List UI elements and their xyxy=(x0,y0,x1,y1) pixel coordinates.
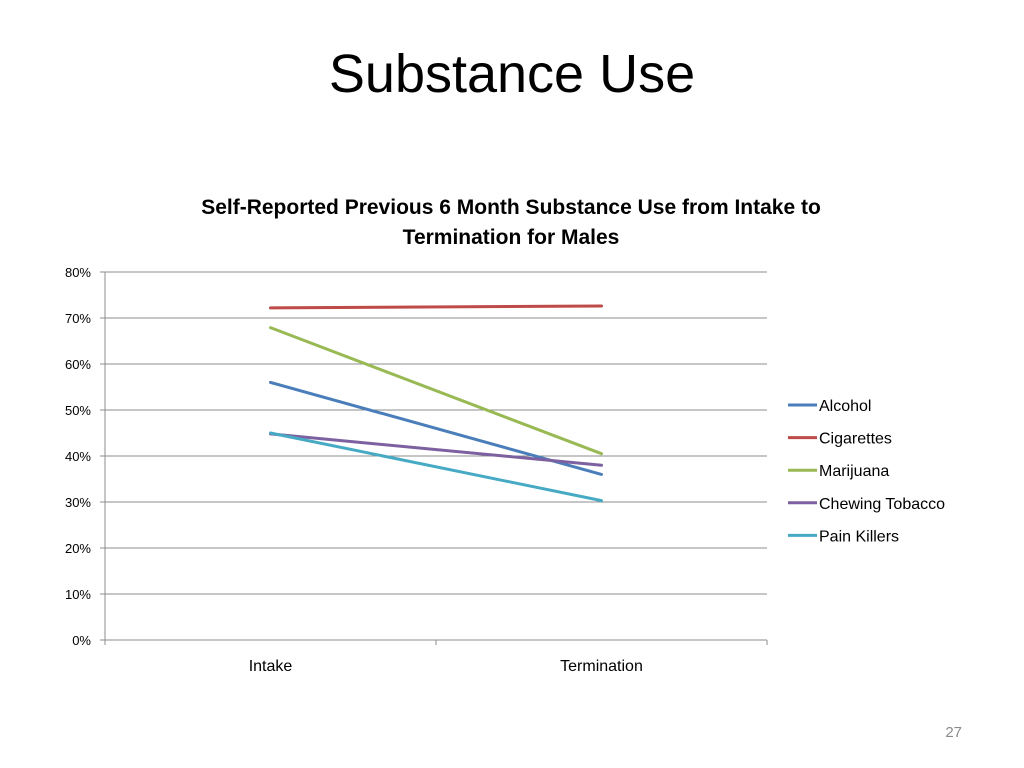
y-tick-label: 60% xyxy=(65,357,91,372)
y-tick-label: 20% xyxy=(65,541,91,556)
legend-label-chewing-tobacco: Chewing Tobacco xyxy=(819,496,945,513)
series-line-chewing-tobacco xyxy=(269,432,603,467)
page-number: 27 xyxy=(945,724,962,741)
y-tick-label: 70% xyxy=(65,311,91,326)
chart-title-line-1: Self-Reported Previous 6 Month Substance… xyxy=(201,196,821,219)
chart-title-line-2: Termination for Males xyxy=(403,226,620,249)
legend-label-alcohol: Alcohol xyxy=(819,398,871,415)
y-tick-label: 0% xyxy=(72,633,91,648)
series-line-pain-killers xyxy=(269,431,603,503)
slide-title: Substance Use xyxy=(328,44,696,104)
x-tick-label: Intake xyxy=(249,658,293,675)
legend-label-marijuana: Marijuana xyxy=(819,463,889,480)
x-tick-label: Termination xyxy=(560,658,643,675)
legend-label-pain-killers: Pain Killers xyxy=(819,528,899,545)
series-lines xyxy=(269,304,603,503)
legend-label-cigarettes: Cigarettes xyxy=(819,431,892,448)
series-line-marijuana xyxy=(269,326,603,456)
y-tick-label: 50% xyxy=(65,403,91,418)
y-axis-ticks: 0% 10% 20% 30% 40% 50% 60% 70% 80% xyxy=(65,265,91,648)
gridlines xyxy=(105,271,767,595)
legend: Alcohol Cigarettes Marijuana Chewing Tobacc… xyxy=(788,398,945,545)
axes xyxy=(100,271,768,645)
y-tick-label: 80% xyxy=(65,265,91,280)
y-tick-label: 10% xyxy=(65,587,91,602)
y-tick-label: 30% xyxy=(65,495,91,510)
y-tick-label: 40% xyxy=(65,449,91,464)
x-axis-ticks: Intake Termination xyxy=(249,658,643,675)
series-line-cigarettes xyxy=(269,304,603,310)
